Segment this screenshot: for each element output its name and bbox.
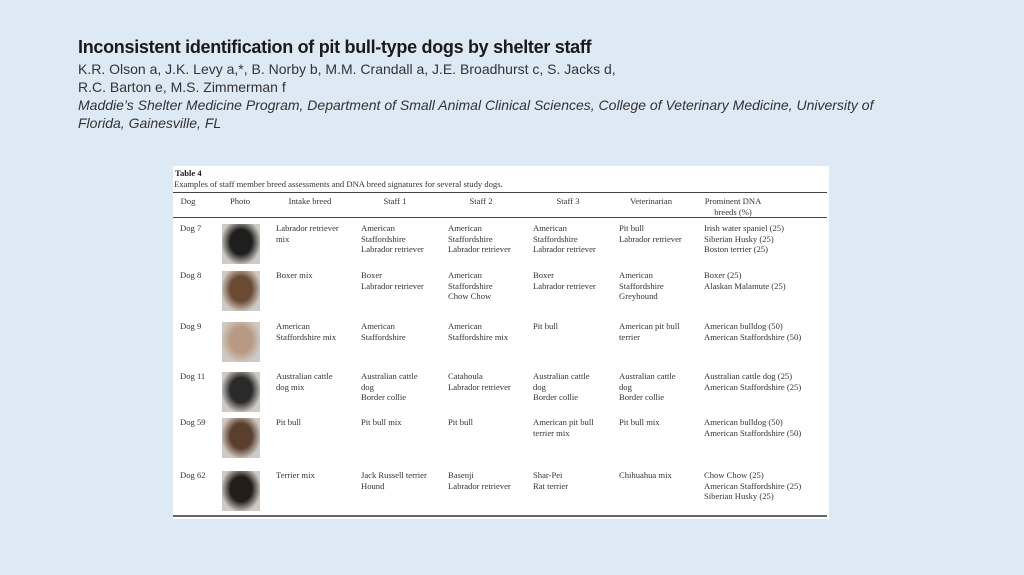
table-label: Table 4 [175, 168, 202, 178]
cell-staff2: American Staffordshire mix [448, 321, 509, 342]
affiliation-line-1: Maddie’s Shelter Medicine Program, Depar… [78, 97, 874, 113]
cell-intake: Terrier mix [276, 470, 315, 480]
dog-photo [222, 224, 260, 264]
cell-dog: Dog 7 [180, 223, 202, 233]
table-4: Table 4 Examples of staff member breed a… [173, 166, 829, 519]
cell-staff1: Australian cattle dog Border collie [361, 371, 418, 402]
cell-staff2: American Staffordshire Labrador retrieve… [448, 223, 511, 254]
affiliation-line-2: Florida, Gainesville, FL [78, 115, 222, 131]
slide-title: Inconsistent identification of pit bull-… [78, 37, 592, 57]
table-top-rule [173, 192, 827, 193]
cell-staff2: Pit bull [448, 417, 474, 427]
dog-photo [222, 471, 260, 511]
dog-photo [222, 372, 260, 412]
cell-dna: Australian cattle dog (25) American Staf… [704, 371, 802, 392]
header-dog: Dog [180, 196, 196, 206]
cell-dog: Dog 59 [180, 417, 206, 427]
cell-staff3: American pit bull terrier mix [533, 417, 594, 438]
header-photo: Photo [229, 196, 251, 206]
cell-intake: Australian cattle dog mix [276, 371, 333, 392]
cell-staff1: American Staffordshire Labrador retrieve… [361, 223, 424, 254]
cell-vet: American pit bull terrier [619, 321, 680, 342]
cell-staff3: American Staffordshire Labrador retrieve… [533, 223, 596, 254]
cell-vet: American Staffordshire Greyhound [619, 270, 664, 301]
cell-staff2: Catahoula Labrador retriever [448, 371, 511, 392]
header-intake-breed: Intake breed [288, 196, 332, 206]
dog-photo [222, 322, 260, 362]
header-staff-2: Staff 2 [469, 196, 493, 206]
cell-staff3: Shar-Pei Rat terrier [533, 470, 569, 491]
cell-dog: Dog 9 [180, 321, 202, 331]
cell-staff1: Jack Russell terrier Hound [361, 470, 427, 491]
header-staff-3: Staff 3 [556, 196, 580, 206]
cell-intake: Boxer mix [276, 270, 313, 280]
cell-staff1: American Staffordshire [361, 321, 406, 342]
dog-photo [222, 418, 260, 458]
header-dna-breeds: Prominent DNA breeds (%) [704, 196, 762, 217]
authors-line-1: K.R. Olson a, J.K. Levy a,*, B. Norby b,… [78, 61, 616, 77]
cell-intake: Pit bull [276, 417, 302, 427]
dog-photo [222, 271, 260, 311]
cell-intake: Labrador retriever mix [276, 223, 339, 244]
header-staff-1: Staff 1 [383, 196, 407, 206]
cell-dna: Chow Chow (25) American Staffordshire (2… [704, 470, 802, 501]
cell-staff3: Pit bull [533, 321, 559, 331]
cell-dog: Dog 62 [180, 470, 206, 480]
cell-staff3: Australian cattle dog Border collie [533, 371, 590, 402]
cell-dna: Boxer (25) Alaskan Malamute (25) [704, 270, 786, 291]
table-caption: Examples of staff member breed assessmen… [174, 179, 503, 189]
header-veterinarian: Veterinarian [630, 196, 672, 206]
cell-dog: Dog 11 [180, 371, 206, 381]
cell-vet: Pit bull mix [619, 417, 660, 427]
table-header-rule [173, 217, 827, 218]
cell-staff3: Boxer Labrador retriever [533, 270, 596, 291]
authors-line-2: R.C. Barton e, M.S. Zimmerman f [78, 79, 286, 95]
cell-staff1: Boxer Labrador retriever [361, 270, 424, 291]
cell-dna: American bulldog (50) American Staffords… [704, 321, 802, 342]
cell-dog: Dog 8 [180, 270, 202, 280]
cell-staff2: Basenji Labrador retriever [448, 470, 511, 491]
cell-staff1: Pit bull mix [361, 417, 402, 427]
cell-vet: Chihuahua mix [619, 470, 672, 480]
table-bottom-rule [173, 515, 827, 517]
cell-dna: Irish water spaniel (25) Siberian Husky … [704, 223, 784, 254]
cell-vet: Pit bull Labrador retriever [619, 223, 682, 244]
cell-staff2: American Staffordshire Chow Chow [448, 270, 493, 301]
cell-dna: American bulldog (50) American Staffords… [704, 417, 802, 438]
cell-vet: Australian cattle dog Border collie [619, 371, 676, 402]
cell-intake: American Staffordshire mix [276, 321, 337, 342]
